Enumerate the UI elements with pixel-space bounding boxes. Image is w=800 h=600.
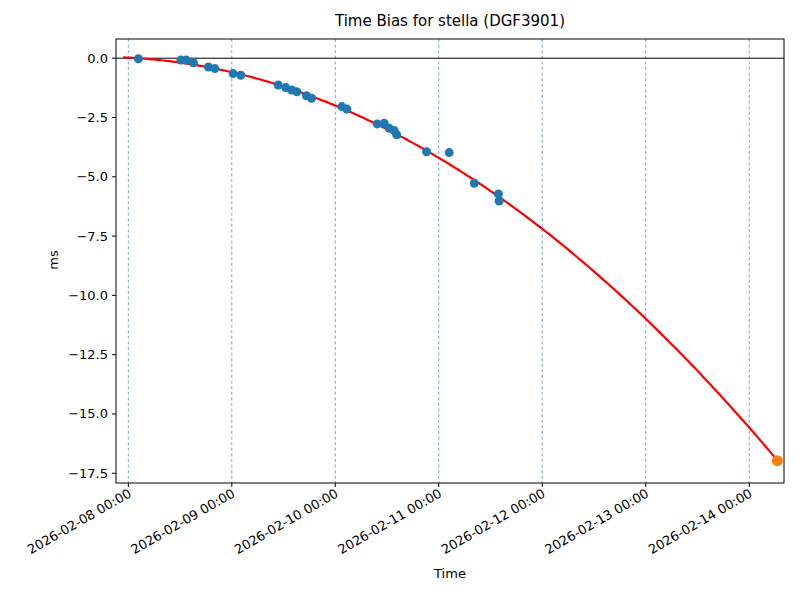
x-axis-label: Time [116, 566, 784, 581]
y-axis-label: ms [46, 240, 66, 280]
x-tick-label: 2026-02-12 00:00 [439, 486, 548, 558]
bias-measurement-point [422, 147, 431, 156]
y-tick-label: −12.5 [68, 347, 108, 362]
bias-measurement-point [210, 64, 219, 73]
plot-border [116, 39, 784, 483]
bias-measurement-point [134, 54, 143, 63]
plot-canvas: 2026-02-08 00:002026-02-09 00:002026-02-… [0, 0, 800, 600]
x-tick-label: 2026-02-09 00:00 [128, 486, 237, 558]
y-tick-label: −2.5 [76, 110, 108, 125]
bias-measurement-point [470, 179, 479, 188]
x-tick-label: 2026-02-11 00:00 [335, 486, 444, 558]
y-tick-label: −10.0 [68, 288, 108, 303]
y-tick-label: 0.0 [87, 51, 108, 66]
bias-measurement-point [189, 58, 198, 67]
bias-measurement-point [342, 105, 351, 114]
bias-measurement-point [236, 71, 245, 80]
fit-curve [123, 57, 777, 460]
bias-measurement-point [495, 197, 504, 206]
y-tick-label: −15.0 [68, 406, 108, 421]
x-tick-label: 2026-02-08 00:00 [25, 486, 134, 558]
y-tick-label: −5.0 [76, 169, 108, 184]
bias-measurement-point [307, 94, 316, 103]
x-tick-label: 2026-02-14 00:00 [646, 486, 755, 558]
y-tick-label: −17.5 [68, 466, 108, 481]
bias-measurement-point [229, 69, 238, 78]
predicted-bias-point [772, 455, 783, 466]
bias-measurement-point [292, 87, 301, 96]
y-tick-label: −7.5 [76, 229, 108, 244]
bias-measurement-point [445, 148, 454, 157]
x-tick-label: 2026-02-10 00:00 [232, 486, 341, 558]
figure: Time Bias for stella (DGF3901) 2026-02-0… [0, 0, 800, 600]
bias-measurement-point [392, 130, 401, 139]
x-tick-label: 2026-02-13 00:00 [542, 486, 651, 558]
